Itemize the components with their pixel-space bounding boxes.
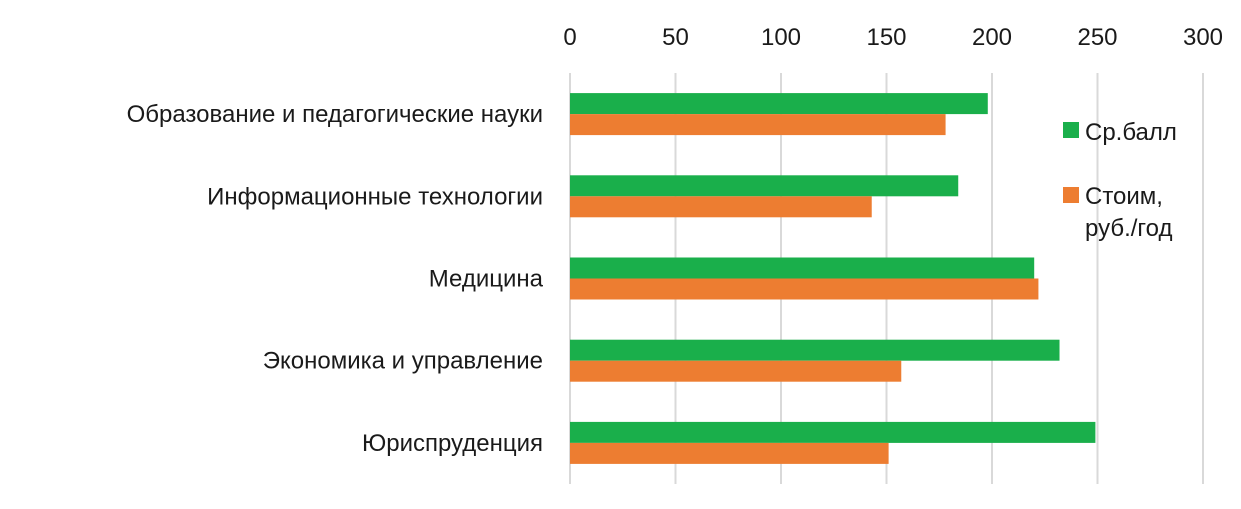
- bar-score: [570, 175, 959, 197]
- x-axis-ticks: 0 50 100 150 200 250 300: [563, 24, 1223, 51]
- category-label: Медицина: [429, 266, 544, 293]
- x-tick-label: 200: [972, 24, 1012, 51]
- category-label: Юриспруденция: [362, 430, 543, 457]
- x-tick-label: 150: [866, 24, 906, 51]
- category-label: Экономика и управление: [263, 348, 543, 375]
- x-tick-label: 250: [1077, 24, 1117, 51]
- category-labels: Образование и педагогические науки Информ…: [127, 101, 544, 457]
- x-tick-label: 100: [761, 24, 801, 51]
- legend: Ср.балл Стоим, руб./год: [1063, 119, 1177, 242]
- category-label: Образование и педагогические науки: [127, 101, 543, 128]
- x-tick-label: 300: [1183, 24, 1223, 51]
- legend-swatch-cost: [1063, 187, 1079, 203]
- legend-label-cost-line: руб./год: [1085, 215, 1172, 242]
- bar-cost: [570, 278, 1039, 300]
- legend-swatch-score: [1063, 122, 1079, 138]
- category-label: Информационные технологии: [207, 183, 543, 210]
- bar-score: [570, 257, 1035, 279]
- bars: [570, 93, 1096, 464]
- bar-cost: [570, 442, 889, 464]
- bar-score: [570, 421, 1096, 443]
- bar-cost: [570, 114, 946, 136]
- bar-cost: [570, 360, 902, 382]
- x-tick-label: 0: [563, 24, 576, 51]
- legend-label-cost-line: Стоим,: [1085, 183, 1163, 210]
- bar-score: [570, 339, 1060, 361]
- x-tick-label: 50: [662, 24, 689, 51]
- bar-score: [570, 93, 988, 115]
- legend-label-score: Ср.балл: [1085, 119, 1177, 146]
- bar-cost: [570, 196, 872, 218]
